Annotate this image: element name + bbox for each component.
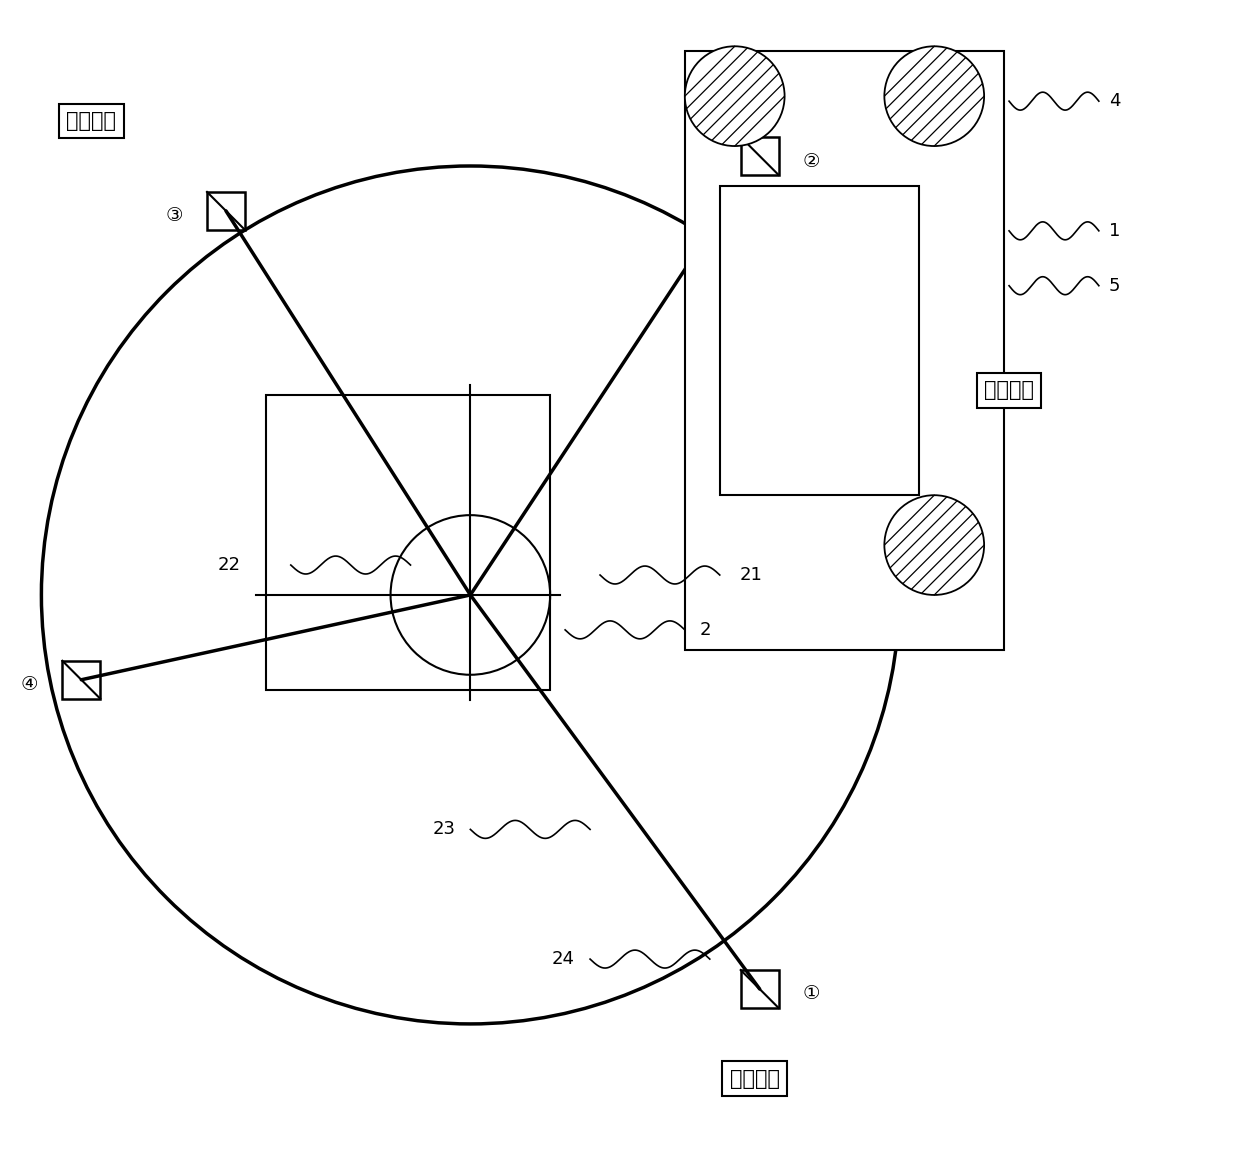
Circle shape [884, 495, 985, 595]
Circle shape [684, 46, 785, 146]
Bar [740, 970, 779, 1008]
Text: 5: 5 [1109, 277, 1120, 295]
Bar [719, 186, 919, 495]
Text: ①: ① [802, 984, 820, 1004]
Text: 22: 22 [218, 556, 241, 574]
Text: 23: 23 [433, 820, 455, 839]
Text: ③: ③ [166, 207, 184, 225]
Text: 21: 21 [740, 566, 763, 584]
Text: 板材冲压: 板材冲压 [985, 380, 1034, 401]
Text: ②: ② [802, 151, 820, 171]
Text: 板材吸附: 板材吸附 [729, 1068, 780, 1089]
Circle shape [884, 46, 985, 146]
Text: 2: 2 [699, 621, 712, 639]
Text: ④: ④ [21, 676, 38, 694]
Bar [207, 192, 246, 230]
Text: 24: 24 [552, 951, 575, 968]
Text: 4: 4 [1109, 92, 1120, 110]
Text: 成品放置: 成品放置 [66, 111, 117, 132]
Bar [62, 661, 100, 699]
Text: 1: 1 [1109, 222, 1120, 240]
Bar [265, 395, 551, 690]
Bar [684, 51, 1004, 650]
Bar [740, 137, 779, 174]
